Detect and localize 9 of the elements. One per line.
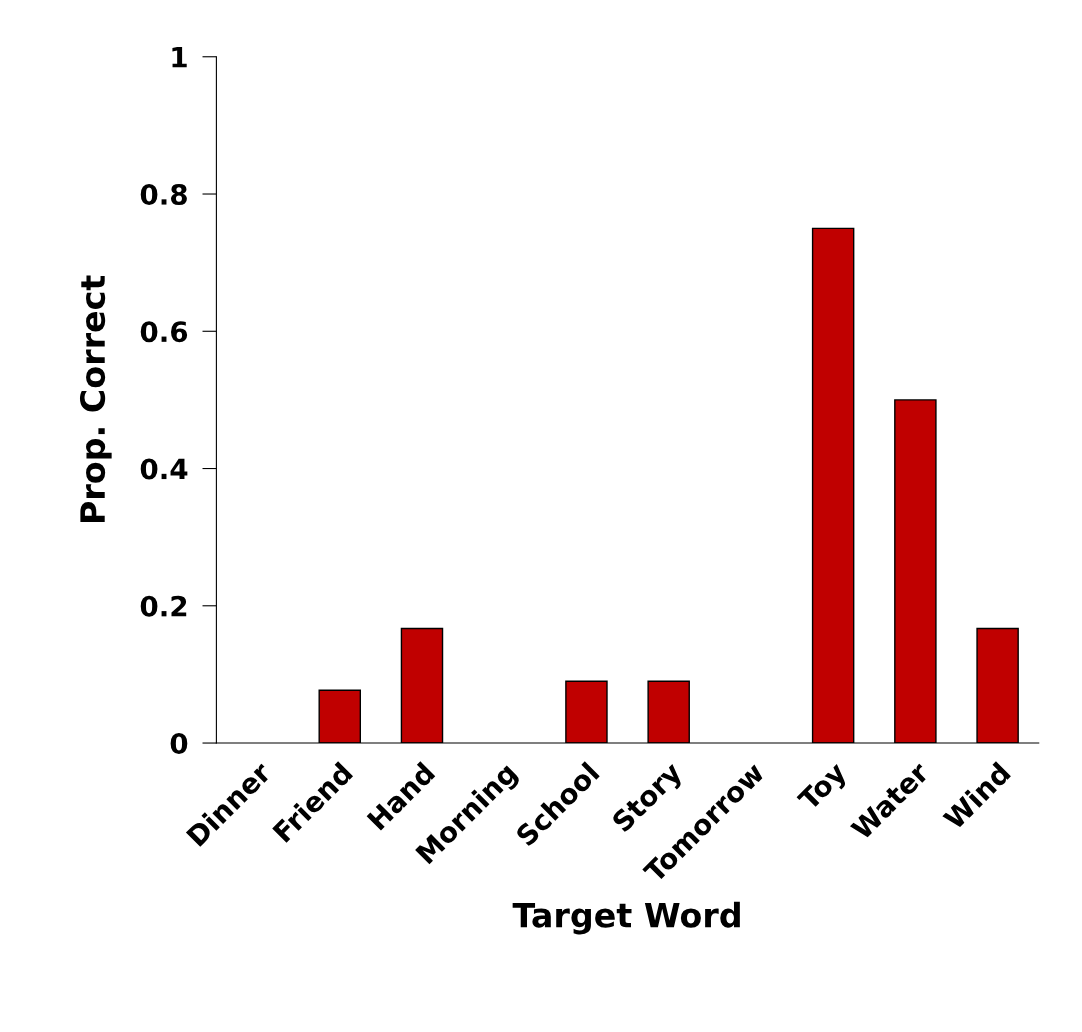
- y-tick-label: 0.2: [140, 595, 187, 617]
- y-tick-label: 0.6: [140, 321, 188, 343]
- y-tick-label: 0.4: [140, 458, 188, 480]
- y-tick-label: 0.8: [140, 183, 187, 205]
- y-axis-title: Prop. Correct: [79, 275, 112, 523]
- x-tick-label: Toy: [796, 760, 852, 816]
- y-tick-label: 0: [170, 732, 188, 754]
- y-tick-label: 1: [172, 47, 187, 68]
- x-axis-title: Target Word: [512, 901, 740, 935]
